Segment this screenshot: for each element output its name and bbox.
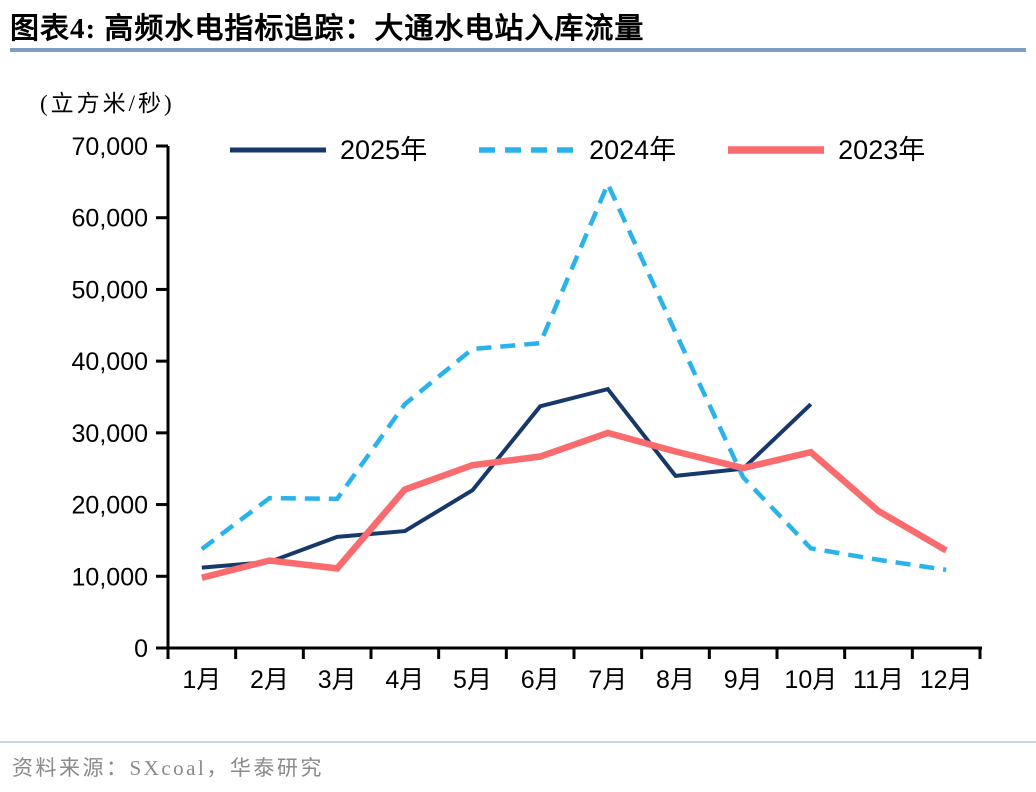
y-tick-label: 10,000: [72, 563, 148, 591]
y-tick-label: 30,000: [72, 420, 148, 448]
legend-label: 2023年: [838, 134, 926, 165]
y-tick-label: 50,000: [72, 276, 148, 304]
series-line-2023: [201, 429, 948, 581]
legend-item: 2024年: [479, 134, 677, 165]
legend-line-sample: [728, 146, 825, 154]
y-axis-unit-label: (立方米/秒): [40, 91, 175, 116]
x-tick-label: 12月: [920, 666, 973, 694]
legend-item: 2023年: [728, 134, 926, 165]
legend-line-sample: [479, 147, 576, 153]
x-tick-label: 3月: [318, 666, 357, 694]
y-tick-label: 60,000: [72, 205, 148, 233]
legend-label: 2024年: [589, 134, 677, 165]
x-tick-label: 8月: [656, 666, 695, 694]
chart-legend: 2025年 2024年 2023年: [230, 133, 925, 167]
legend-label: 2025年: [340, 134, 428, 165]
y-tick-label: 70,000: [72, 133, 148, 161]
x-tick-label: 9月: [724, 666, 763, 694]
series-line-2024: [200, 178, 947, 573]
x-tick-label: 6月: [521, 666, 560, 694]
x-tick-label: 4月: [385, 666, 424, 694]
x-tick-label: 5月: [453, 666, 492, 694]
y-tick-label: 0: [134, 635, 148, 663]
x-tick-label: 2月: [250, 666, 289, 694]
source-text: 资料来源：SXcoal，华泰研究: [12, 756, 324, 780]
x-tick-label: 1月: [182, 666, 221, 694]
y-tick-label: 40,000: [72, 348, 148, 376]
y-tick-label: 20,000: [72, 492, 148, 520]
figure-title: 图表4: 高频水电指标追踪：大通水电站入库流量: [10, 13, 645, 45]
x-tick-label: 11月: [853, 666, 904, 694]
legend-line-sample: [230, 147, 326, 153]
x-tick-label: 7月: [588, 666, 627, 694]
source-divider: [0, 741, 1036, 743]
legend-item: 2025年: [230, 134, 428, 165]
title-underline: [10, 48, 1026, 52]
series-line-2025: [201, 386, 813, 570]
x-tick-label: 10月: [784, 666, 837, 694]
